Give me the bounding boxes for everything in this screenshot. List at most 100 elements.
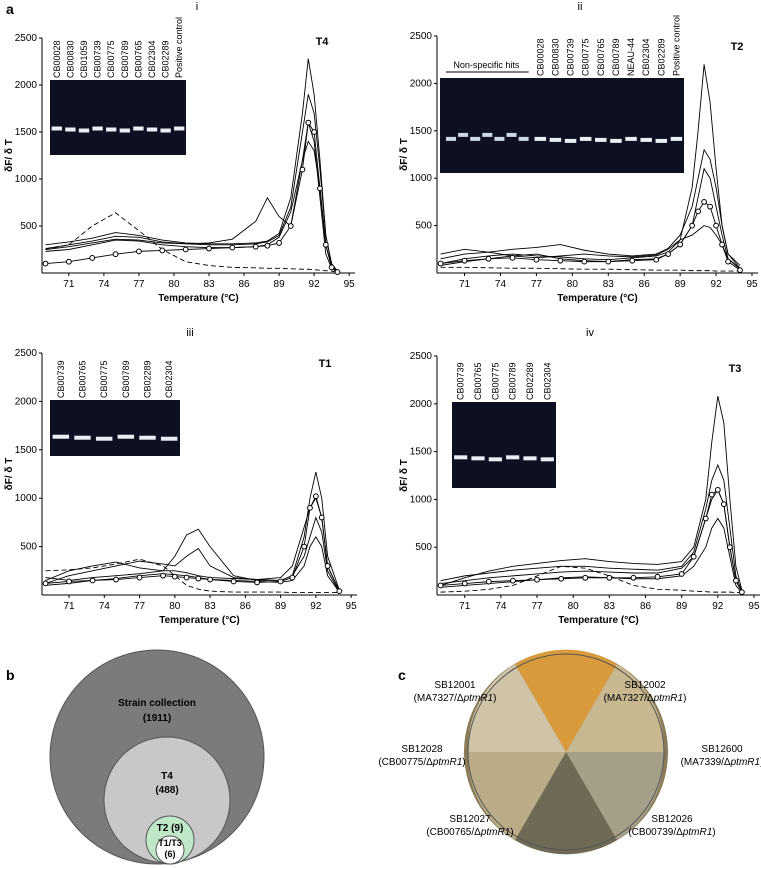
curve-marker	[207, 576, 213, 583]
curve-marker	[581, 258, 588, 265]
gel-band	[506, 132, 517, 137]
gel-band	[610, 138, 622, 143]
curve-marker	[113, 576, 119, 583]
gel-lane-label: CB00739	[456, 362, 466, 400]
gel-band	[670, 136, 683, 141]
gel-band	[471, 456, 485, 461]
strain-parent: (CB00739/ΔptmR1)	[628, 827, 715, 838]
gel-lane-label: CB00830	[550, 38, 560, 76]
curve	[45, 121, 338, 273]
gene-name: ptmR1	[463, 693, 493, 704]
curve	[440, 148, 741, 266]
strain-parent: (MA7327/ΔptmR1)	[414, 693, 497, 704]
curve	[45, 536, 340, 593]
curve-marker	[665, 251, 672, 257]
x-tick-label: 71	[459, 601, 471, 612]
y-axis-label: δF/ δ T	[4, 139, 15, 172]
curve-marker	[324, 563, 331, 569]
curve-marker	[195, 575, 202, 582]
strain-label: SB12028	[401, 744, 443, 755]
gel-lane-label: CB00765	[78, 360, 88, 398]
strain-parent-text: (MA7327/Δ	[414, 693, 464, 704]
gel-band	[160, 128, 171, 133]
gel-band	[640, 137, 652, 142]
x-tick-label: 77	[531, 279, 543, 290]
curve	[45, 58, 338, 273]
curve-marker	[690, 553, 697, 560]
gel-lane-label: CB00789	[121, 360, 131, 398]
y-tick-label: 2000	[410, 399, 433, 410]
x-tick-label: 83	[603, 279, 615, 290]
y-axis-label: δF/ δ T	[399, 459, 410, 492]
curve-marker	[311, 129, 318, 135]
curve-marker	[739, 589, 745, 596]
gel-lane-label: NEAU-44	[626, 38, 636, 76]
curve	[440, 463, 743, 592]
curve-marker	[287, 223, 294, 229]
strain-parent-text: (CB00775/Δ	[378, 757, 433, 768]
y-tick-label: 1000	[410, 494, 433, 505]
gel-lane-label: CB00028	[535, 38, 545, 76]
curve-marker	[317, 185, 323, 192]
curve-marker	[557, 257, 564, 264]
x-tick-label: 86	[640, 601, 652, 612]
gel-band	[446, 136, 456, 141]
gene-name: ptmR1	[653, 693, 683, 704]
curve-marker	[437, 582, 444, 589]
gel-band	[655, 138, 668, 143]
x-tick-label: 83	[205, 601, 217, 612]
y-tick-label: 2500	[15, 33, 38, 44]
curve-marker	[629, 257, 636, 264]
y-tick-label: 1500	[15, 127, 38, 138]
y-tick-label: 1500	[410, 126, 433, 137]
y-tick-label: 500	[20, 221, 37, 232]
x-tick-label: 92	[712, 601, 724, 612]
x-tick-label: 80	[568, 601, 580, 612]
curve-marker	[42, 260, 49, 267]
gel-band	[540, 457, 554, 462]
gel-band	[625, 136, 637, 141]
curve	[45, 497, 340, 592]
curve-marker	[707, 203, 713, 210]
gel-image	[50, 80, 186, 155]
panel-label: b	[6, 667, 15, 683]
y-tick-label: 500	[20, 542, 37, 553]
curve	[45, 558, 340, 594]
gel-image	[440, 78, 684, 173]
curve-marker	[713, 222, 719, 229]
gel-band	[160, 436, 178, 441]
curve-marker	[299, 166, 306, 173]
gel-lane-label: CB00739	[566, 38, 576, 76]
curve-marker	[276, 240, 282, 246]
gene-name: ptmR1	[730, 757, 760, 768]
x-tick-label: 80	[169, 601, 181, 612]
panel-label: a	[6, 1, 14, 17]
strain-label: SB12002	[624, 680, 666, 691]
curve	[440, 225, 741, 269]
curve-marker	[318, 514, 325, 521]
x-tick-label: 86	[639, 279, 651, 290]
gel-band	[146, 127, 158, 132]
curve-marker	[160, 572, 166, 579]
strain-parent-text: )	[712, 827, 715, 838]
curve-marker	[533, 256, 540, 263]
x-tick-label: 71	[63, 279, 75, 290]
gel-image	[50, 400, 180, 456]
curve-marker	[334, 269, 341, 275]
curve-marker	[630, 574, 637, 581]
x-tick-label: 71	[63, 601, 75, 612]
gel-band	[518, 136, 529, 141]
y-axis-label: δF/ δ T	[4, 458, 15, 491]
curve-marker	[89, 255, 96, 261]
gene-name: ptmR1	[682, 827, 712, 838]
gel-note: Non-specific hits	[453, 60, 520, 70]
curve-marker	[182, 246, 189, 253]
x-tick-label: 86	[240, 601, 252, 612]
venn-count: (6)	[165, 849, 176, 859]
gel-lane-label: CB00775	[106, 40, 116, 78]
x-tick-label: 89	[275, 601, 287, 612]
gel-band	[564, 138, 577, 143]
gel-lane-label: CB00765	[473, 362, 483, 400]
x-tick-label: 86	[238, 279, 250, 290]
